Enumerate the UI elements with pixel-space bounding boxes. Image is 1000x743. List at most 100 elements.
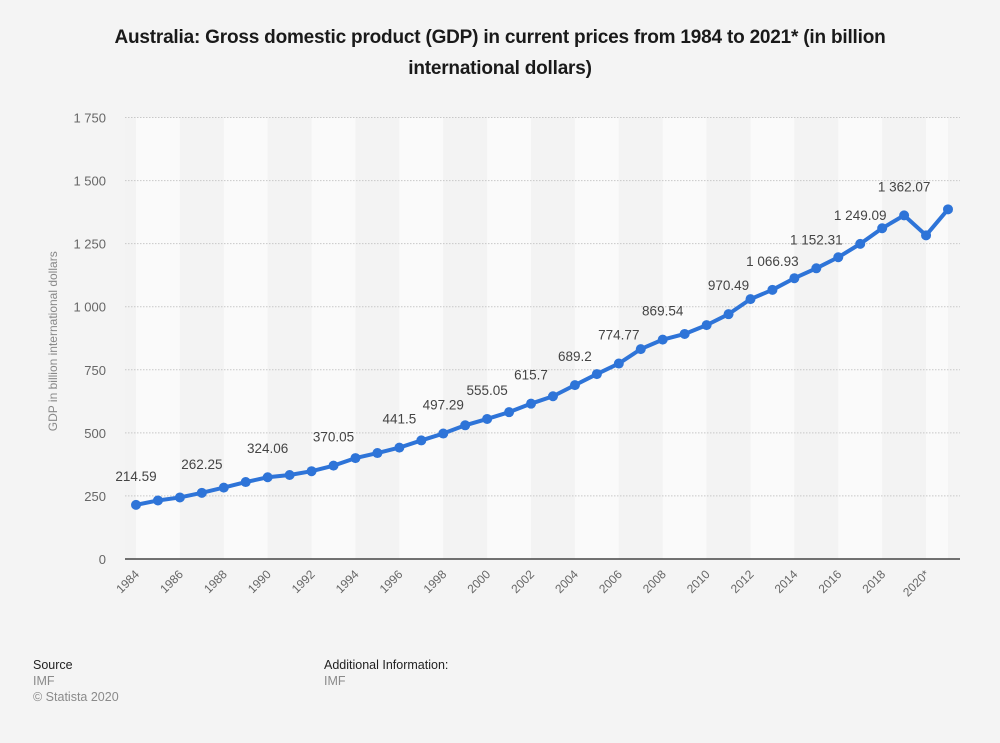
data-label: 1 362.07 bbox=[878, 179, 931, 194]
x-tick-label: 2000 bbox=[464, 567, 493, 596]
data-point[interactable] bbox=[394, 442, 405, 453]
data-label: 214.59 bbox=[115, 469, 156, 484]
data-point[interactable] bbox=[569, 380, 580, 391]
x-tick-label: 1996 bbox=[377, 567, 406, 596]
data-point[interactable] bbox=[591, 369, 602, 380]
data-label: 615.7 bbox=[514, 368, 548, 383]
stripe bbox=[487, 117, 532, 559]
data-point[interactable] bbox=[460, 420, 471, 431]
data-point[interactable] bbox=[811, 263, 822, 274]
data-point[interactable] bbox=[657, 334, 668, 345]
x-tick-label: 1998 bbox=[421, 567, 450, 596]
data-label: 1 066.93 bbox=[746, 254, 799, 269]
data-point[interactable] bbox=[438, 428, 449, 439]
source-value[interactable]: IMF bbox=[33, 674, 55, 688]
y-tick-label: 500 bbox=[84, 426, 106, 441]
source-heading: Source bbox=[33, 658, 73, 672]
y-tick-label: 750 bbox=[84, 363, 106, 378]
data-point[interactable] bbox=[899, 210, 910, 221]
data-label: 869.54 bbox=[642, 304, 684, 319]
data-point[interactable] bbox=[196, 487, 207, 498]
x-tick-label: 2012 bbox=[728, 567, 757, 596]
data-point[interactable] bbox=[833, 252, 844, 263]
x-tick-label: 1990 bbox=[245, 567, 274, 596]
data-point[interactable] bbox=[174, 492, 185, 503]
data-point[interactable] bbox=[943, 204, 953, 215]
stripe bbox=[882, 117, 927, 559]
stripe bbox=[355, 117, 400, 559]
x-tick-label: 2008 bbox=[640, 567, 669, 596]
data-point[interactable] bbox=[767, 284, 778, 295]
stripe bbox=[750, 117, 795, 559]
x-tick-label: 2018 bbox=[860, 567, 889, 596]
x-tick-label: 1986 bbox=[157, 567, 186, 596]
data-point[interactable] bbox=[635, 344, 646, 355]
stripe bbox=[618, 117, 663, 559]
chart-title: Australia: Gross domestic product (GDP) … bbox=[114, 27, 886, 79]
data-point[interactable] bbox=[372, 448, 383, 459]
y-tick-label: 1 750 bbox=[73, 111, 106, 126]
y-tick-label: 250 bbox=[84, 489, 106, 504]
stripe bbox=[223, 117, 268, 559]
data-point[interactable] bbox=[723, 309, 734, 320]
stripe bbox=[794, 117, 839, 559]
data-point[interactable] bbox=[855, 238, 866, 249]
data-point[interactable] bbox=[284, 469, 295, 480]
data-label: 262.25 bbox=[181, 457, 222, 472]
gridlines bbox=[125, 117, 960, 497]
x-tick-label: 1992 bbox=[289, 567, 318, 596]
x-tick-label: 2016 bbox=[816, 567, 845, 596]
data-label: 1 249.09 bbox=[834, 208, 887, 223]
y-tick-label: 1 250 bbox=[73, 237, 106, 252]
data-label: 497.29 bbox=[423, 398, 464, 413]
data-label: 689.2 bbox=[558, 349, 592, 364]
data-point[interactable] bbox=[613, 358, 624, 369]
data-label: 970.49 bbox=[708, 278, 749, 293]
data-point[interactable] bbox=[482, 413, 493, 424]
data-point[interactable] bbox=[152, 495, 163, 506]
x-tick-label: 2010 bbox=[684, 567, 713, 596]
additional-info-heading: Additional Information: bbox=[324, 658, 449, 672]
data-point[interactable] bbox=[350, 453, 361, 464]
stripe bbox=[311, 117, 356, 559]
x-tick-label: 2020* bbox=[900, 567, 932, 599]
stripe bbox=[574, 117, 619, 559]
data-point[interactable] bbox=[526, 398, 537, 409]
copyright: © Statista 2020 bbox=[33, 690, 119, 704]
data-point[interactable] bbox=[416, 435, 427, 446]
stripe bbox=[838, 117, 883, 559]
data-point[interactable] bbox=[877, 223, 888, 234]
y-tick-label: 0 bbox=[99, 552, 106, 567]
data-point[interactable] bbox=[218, 482, 229, 493]
x-tick-label: 2004 bbox=[552, 567, 581, 596]
x-tick-label: 2002 bbox=[508, 567, 537, 596]
stripe bbox=[706, 117, 751, 559]
stripe bbox=[136, 117, 180, 559]
data-point[interactable] bbox=[789, 273, 800, 284]
stripe bbox=[125, 117, 136, 559]
x-tick-label: 1984 bbox=[113, 567, 142, 596]
x-tick-label: 2006 bbox=[596, 567, 625, 596]
data-point[interactable] bbox=[679, 328, 690, 339]
x-tick-label: 2014 bbox=[772, 567, 801, 596]
data-points bbox=[131, 204, 953, 510]
data-point[interactable] bbox=[131, 499, 141, 510]
data-label: 555.05 bbox=[466, 383, 507, 398]
data-point[interactable] bbox=[262, 472, 273, 483]
y-axis-ticks: 0 250 500 750 1 000 1 250 1 500 1 750 bbox=[73, 111, 106, 568]
y-tick-label: 1 000 bbox=[73, 300, 106, 315]
data-point[interactable] bbox=[921, 230, 932, 241]
data-point[interactable] bbox=[240, 477, 251, 488]
data-label: 441.5 bbox=[382, 412, 416, 427]
background-stripes bbox=[125, 117, 948, 559]
data-point[interactable] bbox=[701, 320, 712, 331]
stripe bbox=[399, 117, 444, 559]
data-point[interactable] bbox=[745, 294, 756, 305]
data-point[interactable] bbox=[504, 407, 515, 418]
x-tick-label: 1994 bbox=[333, 567, 362, 596]
data-label: 370.05 bbox=[313, 430, 354, 445]
data-point[interactable] bbox=[306, 466, 317, 477]
data-point[interactable] bbox=[547, 391, 558, 402]
data-point[interactable] bbox=[328, 460, 339, 471]
stripe bbox=[531, 117, 575, 559]
